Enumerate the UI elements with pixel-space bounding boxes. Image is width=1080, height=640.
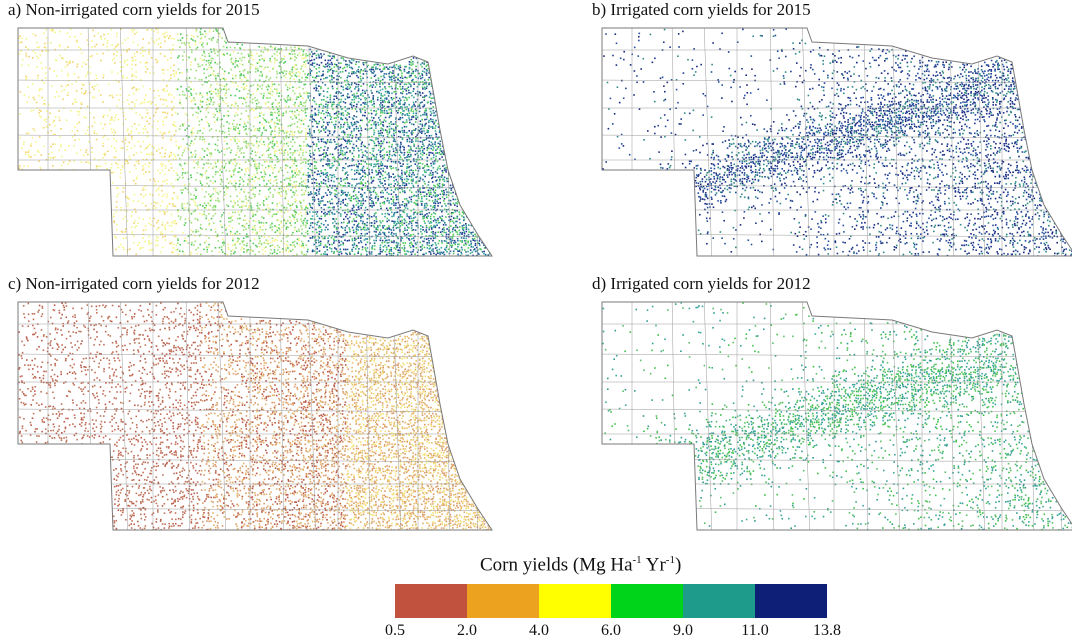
map-panel-a: a) Non-irrigated corn yields for 2015: [8, 0, 528, 270]
legend-tick-label: 4.0: [529, 622, 549, 640]
panel-title-d: d) Irrigated corn yields for 2012: [592, 274, 811, 294]
nebraska-map-b: [592, 20, 1072, 265]
legend-tick-label: 9.0: [673, 622, 693, 640]
map-panel-d: d) Irrigated corn yields for 2012: [592, 274, 1080, 544]
panel-title-a: a) Non-irrigated corn yields for 2015: [8, 0, 260, 20]
county-boundaries: [8, 20, 508, 265]
panel-title-c: c) Non-irrigated corn yields for 2012: [8, 274, 260, 294]
legend-tick-label: 11.0: [741, 622, 768, 640]
legend-tick-label: 0.5: [385, 622, 405, 640]
legend-tick-label: 6.0: [601, 622, 621, 640]
legend-tick-label: 2.0: [457, 622, 477, 640]
legend-swatch-3: [611, 584, 683, 618]
map-panel-b: b) Irrigated corn yields for 2015: [592, 0, 1080, 270]
legend-swatch-4: [683, 584, 755, 618]
legend-swatch-2: [539, 584, 611, 618]
nebraska-map-a: [8, 20, 508, 265]
legend-swatch-0: [395, 584, 467, 618]
legend-color-bar: [395, 584, 827, 618]
panel-title-b: b) Irrigated corn yields for 2015: [592, 0, 811, 20]
legend-swatch-5: [755, 584, 827, 618]
nebraska-map-d: [592, 294, 1072, 539]
map-panel-c: c) Non-irrigated corn yields for 2012: [8, 274, 528, 544]
legend-swatch-1: [467, 584, 539, 618]
yield-pixels: [18, 28, 491, 258]
nebraska-map-c: [8, 294, 508, 539]
yield-pixels: [18, 302, 491, 532]
legend-title: Corn yields (Mg Ha-1 Yr-1): [480, 554, 681, 576]
legend-tick-label: 13.8: [813, 622, 841, 640]
